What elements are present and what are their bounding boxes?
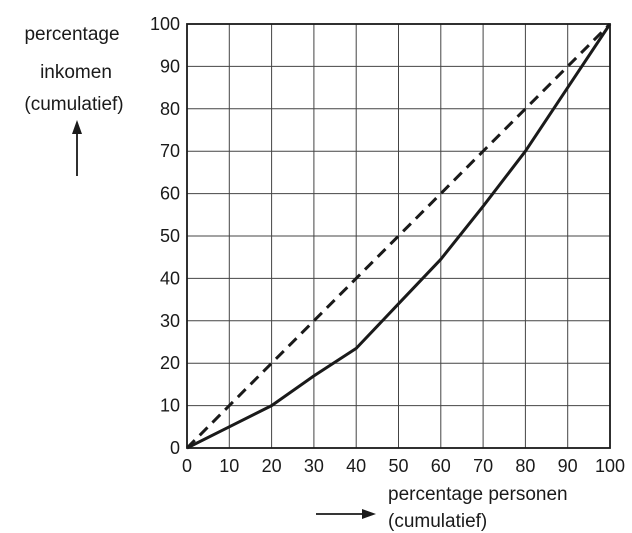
lorenz-curve [186,23,612,450]
y-tick-label-50: 50 [160,226,180,246]
x-tick-label-80: 80 [515,456,535,476]
x-label-line-1: percentage personen [388,484,568,505]
y-tick-label-70: 70 [160,141,180,161]
x-tick-label-20: 20 [262,456,282,476]
y-tick-labels: 0 10 20 30 40 50 60 70 80 90 100 [150,14,180,458]
y-label-line-2: inkomen [40,62,112,83]
x-tick-label-10: 10 [219,456,239,476]
y-tick-label-20: 20 [160,353,180,373]
x-tick-labels: 0 10 20 30 40 50 60 70 80 90 100 [182,456,625,476]
plot-frame [186,23,611,449]
y-tick-label-0: 0 [170,438,180,458]
y-axis-label: percentage inkomen (cumulatief) [24,24,124,176]
y-tick-label-100: 100 [150,14,180,34]
y-axis-arrow-icon [72,120,82,176]
y-label-line-1: percentage [24,24,119,45]
y-label-line-3: (cumulatief) [24,94,123,115]
equality-line [185,22,612,450]
x-tick-label-50: 50 [388,456,408,476]
y-tick-label-10: 10 [160,396,180,416]
x-label-line-2: (cumulatief) [388,511,487,532]
x-tick-label-40: 40 [346,456,366,476]
y-tick-label-40: 40 [160,268,180,288]
x-axis-label: percentage personen (cumulatief) [316,484,568,532]
x-axis-arrow-icon [316,509,376,519]
plot-border [186,23,611,449]
y-tick-label-30: 30 [160,311,180,331]
y-tick-label-90: 90 [160,56,180,76]
x-tick-label-100: 100 [595,456,625,476]
x-tick-label-70: 70 [473,456,493,476]
y-tick-label-80: 80 [160,99,180,119]
x-tick-label-90: 90 [558,456,578,476]
y-tick-label-60: 60 [160,184,180,204]
data-lines [185,22,612,450]
x-tick-label-30: 30 [304,456,324,476]
x-tick-label-0: 0 [182,456,192,476]
x-tick-label-60: 60 [431,456,451,476]
